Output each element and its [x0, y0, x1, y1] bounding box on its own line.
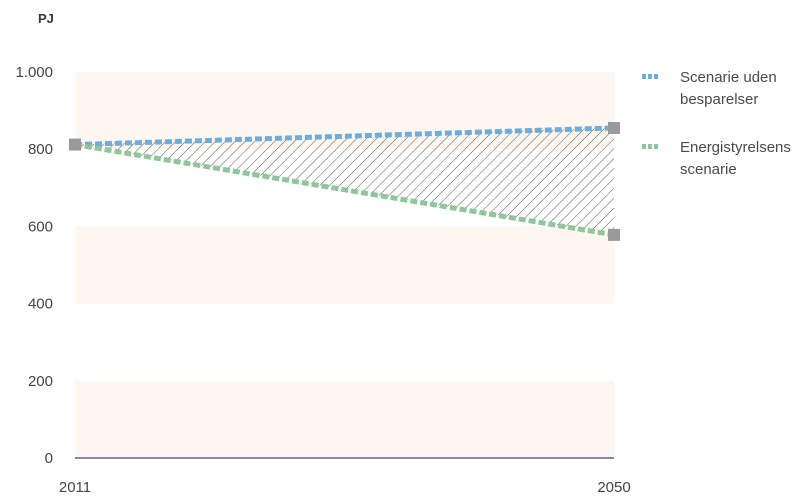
y-tick-label: 800 [28, 141, 53, 158]
legend-label-line2: besparelser [680, 91, 759, 108]
legend-swatch-green [642, 144, 658, 149]
y-tick-label: 400 [28, 296, 53, 313]
series-line-1 [74, 142, 615, 238]
end-marker-0 [608, 121, 620, 134]
unit-label: PJ [38, 11, 54, 26]
y-tick-label: 0 [45, 450, 53, 467]
end-marker-1 [608, 228, 620, 241]
legend-item-energistyrelsens-scenarie: Energistyrelsens scenarie [642, 137, 802, 181]
legend-label-line1: Energistyrelsens [680, 139, 791, 156]
x-tick-label: 2011 [59, 479, 91, 496]
x-axis-ticks: 2011 2050 [59, 479, 631, 496]
start-marker [69, 138, 81, 151]
savings-hatch-polygon [75, 127, 614, 235]
y-tick-label: 200 [28, 373, 53, 390]
y-axis-ticks: 1.000 800 600 400 200 0 [15, 64, 53, 467]
legend-label: Scenarie uden besparelser [680, 67, 802, 111]
savings-hatch-area [75, 127, 614, 235]
legend-label-line1: Scenarie uden [680, 69, 777, 86]
y-tick-label: 600 [28, 218, 53, 235]
background-band-1 [75, 226, 614, 304]
end-markers [69, 121, 620, 241]
background-band-2 [75, 380, 614, 458]
x-tick-label: 2050 [597, 479, 630, 496]
legend-swatch-blue [642, 74, 658, 79]
y-tick-label: 1.000 [15, 64, 53, 81]
legend-label-line2: scenarie [680, 161, 737, 178]
legend-item-scenarie-uden-besparelser: Scenarie uden besparelser [642, 67, 802, 111]
series-lines [74, 125, 615, 238]
legend-label: Energistyrelsens scenarie [680, 137, 802, 181]
background-bands [75, 72, 614, 458]
